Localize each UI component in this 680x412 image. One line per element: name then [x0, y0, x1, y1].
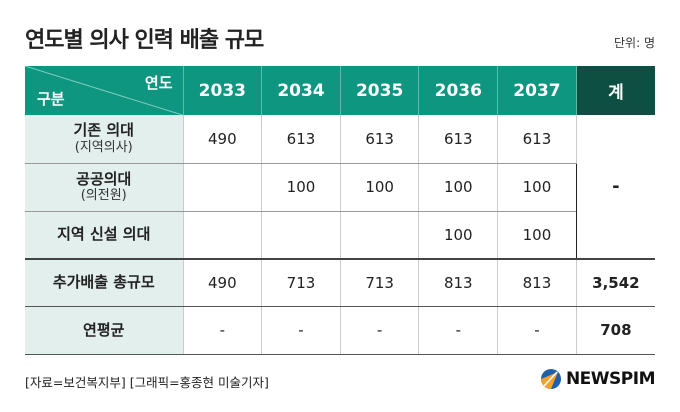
- table-row: 지역 신설 의대 100 100: [25, 211, 655, 260]
- cell: 100: [418, 211, 499, 260]
- unit-label: 단위: 명: [614, 36, 655, 50]
- grand-total-cell: 3,542: [575, 258, 655, 307]
- row-label: 추가배출 총규모: [25, 258, 184, 307]
- table-row: 공공의대 (의전원) 100 100 100 100: [25, 163, 655, 212]
- cell: 713: [340, 258, 420, 307]
- avg-total-cell: 708: [575, 306, 655, 355]
- cell: 490: [183, 115, 263, 164]
- cell: [183, 211, 263, 260]
- cell: [261, 211, 341, 260]
- total-header: 계: [576, 66, 655, 115]
- cell: -: [418, 306, 499, 355]
- cell: 100: [340, 163, 420, 212]
- cell: 613: [340, 115, 420, 164]
- year-header: 2034: [261, 66, 341, 115]
- year-header: 2033: [183, 66, 263, 115]
- header-row: 연도 구분 2033 2034 2035 2036 2037 계: [25, 66, 655, 115]
- cell: -: [497, 306, 577, 355]
- cell: -: [261, 306, 341, 355]
- cell: 490: [183, 258, 263, 307]
- cell: -: [183, 306, 263, 355]
- cell: 613: [261, 115, 341, 164]
- doctor-supply-table: 연도 구분 2033 2034 2035 2036 2037 계 기존 의대 (지…: [25, 66, 655, 355]
- cell: 613: [497, 115, 577, 164]
- row-label: 기존 의대 (지역의사): [25, 115, 184, 164]
- avg-row: 연평균 - - - - - 708: [25, 306, 655, 355]
- corner-header: 연도 구분: [25, 66, 184, 115]
- cell: 713: [261, 258, 341, 307]
- year-header-label: 연도: [144, 74, 173, 92]
- source-caption: [자료=보건복지부] [그래픽=홍종현 미술기자]: [25, 375, 269, 390]
- table-row: 기존 의대 (지역의사) 490 613 613 613 613 -: [25, 115, 655, 260]
- cell: 100: [497, 211, 577, 260]
- row-label: 공공의대 (의전원): [25, 163, 184, 212]
- cell: 613: [418, 115, 499, 164]
- cell: -: [340, 306, 420, 355]
- row-label: 연평균: [25, 306, 184, 355]
- globe-logo-icon: [540, 369, 561, 389]
- cell: [340, 211, 420, 260]
- cell: 100: [418, 163, 499, 212]
- category-header-label: 구분: [37, 90, 65, 108]
- year-header: 2037: [497, 66, 577, 115]
- newspim-logo: NEWSPIM: [540, 368, 656, 390]
- cell: 100: [497, 163, 577, 212]
- sum-row: 추가배출 총규모 490 713 713 813 813 3,542: [25, 258, 655, 307]
- year-header: 2035: [340, 66, 420, 115]
- year-header: 2036: [418, 66, 499, 115]
- merged-total-cell: -: [575, 115, 655, 260]
- cell: 813: [418, 258, 499, 307]
- cell: [183, 163, 263, 212]
- cell: 100: [261, 163, 341, 212]
- page-title: 연도별 의사 인력 배출 규모: [25, 28, 264, 53]
- cell: 813: [497, 258, 577, 307]
- row-label: 지역 신설 의대: [25, 211, 184, 260]
